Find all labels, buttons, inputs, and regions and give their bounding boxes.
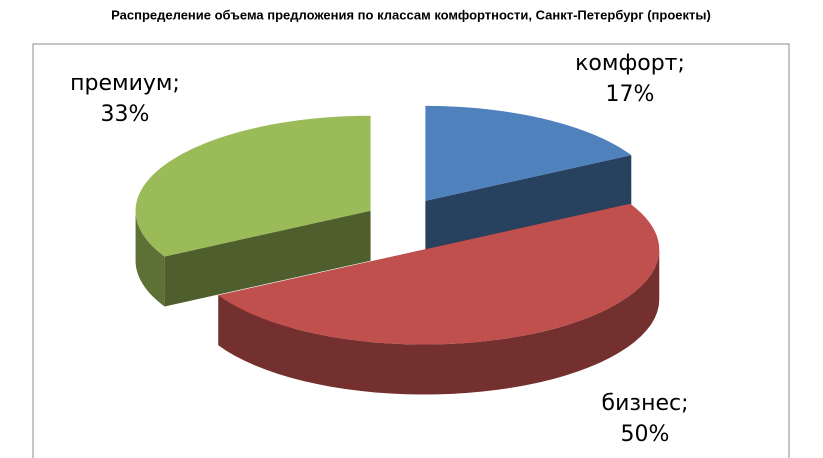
slice bbox=[218, 203, 660, 345]
slice-value-label: 50% bbox=[621, 422, 670, 447]
slice-cut-wall bbox=[164, 210, 371, 307]
slice-side bbox=[218, 249, 660, 395]
slice-label: комфорт; bbox=[575, 51, 685, 76]
slice bbox=[425, 105, 632, 201]
chart-title: Распределение объема предложения по клас… bbox=[111, 7, 711, 22]
slice-label: бизнес; bbox=[602, 391, 689, 416]
slice-value-label: 33% bbox=[101, 102, 150, 127]
slice bbox=[135, 115, 371, 257]
slice-value-label: 17% bbox=[606, 82, 655, 107]
slice-side bbox=[135, 210, 165, 307]
slice-cut-wall bbox=[425, 155, 632, 251]
slice-label: премиум; bbox=[70, 71, 180, 96]
